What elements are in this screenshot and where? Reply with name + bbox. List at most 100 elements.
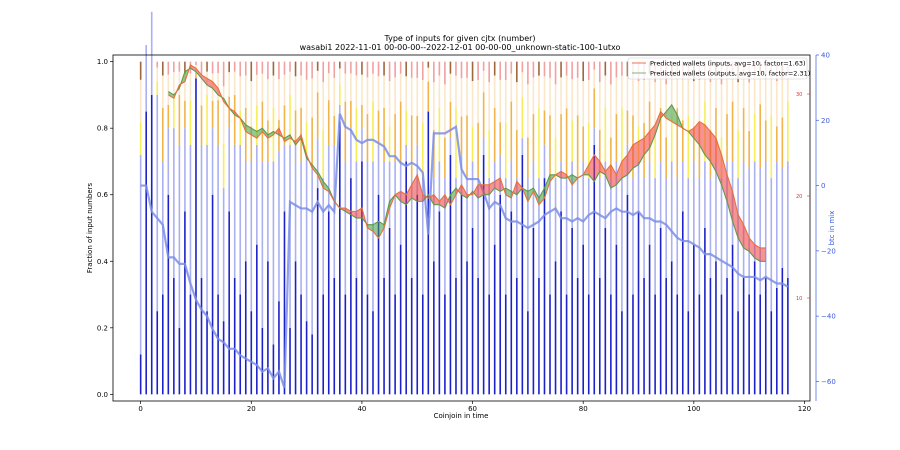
bar-segment-light — [416, 77, 419, 116]
bar-segment-top — [173, 61, 175, 73]
bar-segment-top — [327, 61, 330, 74]
bar-segment-fresh — [670, 261, 673, 395]
bar-segment-light — [582, 81, 584, 127]
bar-segment-remixed — [394, 161, 396, 295]
bar-segment-light — [510, 73, 513, 102]
bar-stack — [167, 61, 170, 395]
bar-segment-light — [549, 77, 551, 116]
bar-segment-remixed — [167, 128, 170, 195]
bar-segment-remixed — [504, 178, 507, 295]
bar-stack — [477, 61, 479, 395]
bar-segment-remixed — [355, 161, 358, 278]
bar-segment-light — [327, 73, 330, 101]
bar-stack — [632, 61, 634, 395]
bar-segment-mid — [383, 107, 385, 162]
plot-frame — [112, 54, 811, 402]
bar-segment-fresh — [759, 294, 762, 395]
bar-segment-top — [538, 61, 540, 76]
bar-segment-remixed — [261, 161, 264, 328]
bar-segment-light — [178, 71, 181, 95]
bar-segment-top — [399, 61, 402, 74]
bar-segment-remixed — [444, 178, 446, 295]
bar-segment-top — [615, 61, 618, 78]
bar-segment-light — [433, 82, 435, 131]
bar-segment-mid — [278, 120, 280, 152]
bar-segment-remixed — [764, 161, 767, 278]
bar-stack — [527, 61, 529, 395]
bar-segment-remixed — [405, 144, 407, 162]
bar-segment-top — [272, 61, 275, 76]
bar-segment-fresh — [189, 294, 192, 395]
bar-stack — [676, 61, 679, 395]
bar-segment-remixed — [693, 161, 695, 245]
bar-segment-light — [289, 71, 291, 95]
bar-stack — [350, 61, 352, 395]
bar-segment-mid — [676, 108, 679, 179]
bar-segment-light — [538, 75, 540, 109]
bar-segment-remixed — [305, 154, 308, 322]
bar-segment-mid — [438, 107, 441, 162]
bar-stack — [433, 61, 435, 395]
bar-segment-mid — [433, 130, 435, 179]
bar-segment-mid — [250, 126, 253, 162]
bar-segment-light — [272, 75, 275, 108]
bar-segment-fresh — [405, 161, 407, 395]
bar-segment-mid — [405, 110, 407, 145]
bar-segment-fresh — [510, 211, 513, 395]
bar-stack — [322, 61, 325, 395]
bar-stack — [211, 61, 214, 395]
wallet-diff-area — [478, 184, 484, 199]
bar-segment-remixed — [560, 161, 562, 212]
bar-segment-fresh — [145, 111, 147, 395]
bar-segment-light — [698, 79, 701, 123]
wallet-diff-area — [610, 164, 617, 189]
wallet-diff-area — [638, 138, 645, 165]
y-axis-label: Fraction of input numbers — [86, 182, 94, 273]
bar-segment-mid — [372, 101, 374, 162]
bar-segment-mid — [659, 107, 662, 162]
bar-segment-light — [294, 76, 297, 111]
bar-segment-light — [333, 77, 336, 116]
bar-segment-fresh — [781, 267, 784, 395]
bar-segment-remixed — [488, 178, 490, 295]
bar-segment-mid — [394, 114, 396, 162]
y-right-tick-label: −60 — [821, 378, 836, 386]
bar-segment-remixed — [267, 161, 269, 262]
bar-segment-light — [654, 82, 656, 131]
bar-segment-fresh — [410, 277, 413, 395]
bar-segment-mid — [604, 107, 607, 162]
bar-segment-remixed — [610, 178, 612, 295]
bar-segment-mid — [195, 72, 197, 79]
bar-segment-fresh — [372, 311, 374, 395]
bar-segment-fresh — [632, 294, 634, 395]
bar-segment-fresh — [156, 311, 159, 395]
bar-segment-fresh — [261, 327, 264, 395]
bar-segment-mid — [222, 143, 225, 189]
bar-segment-fresh — [289, 327, 291, 395]
bar-segment-mid — [178, 94, 181, 145]
bar-segment-top — [626, 61, 629, 77]
bar-segment-remixed — [316, 138, 319, 189]
bar-segment-fresh — [206, 311, 208, 395]
bar-segment-mid — [410, 115, 413, 179]
bar-segment-fresh — [681, 211, 684, 395]
wallet-diff-area — [666, 104, 672, 122]
bar-segment-remixed — [737, 178, 739, 312]
bar-segment-mid — [571, 120, 573, 162]
bar-segment-mid — [244, 107, 247, 162]
bar-segment-fresh — [399, 244, 402, 395]
bar-segment-fresh — [709, 277, 712, 395]
bar-segment-fresh — [322, 294, 325, 395]
wallet-diff-area — [367, 224, 373, 232]
bar-segment-mid — [289, 94, 291, 145]
bar-segment-light — [161, 75, 164, 108]
bar-segment-light — [421, 79, 424, 123]
wallet-diff-area — [538, 188, 545, 205]
bar-segment-fresh — [294, 261, 297, 395]
bar-segment-fresh — [576, 277, 579, 395]
bar-stack — [604, 61, 607, 395]
bar-segment-light — [659, 75, 662, 108]
bar-segment-fresh — [571, 228, 573, 395]
bar-segment-mid — [322, 130, 325, 179]
bar-stack — [582, 61, 584, 395]
